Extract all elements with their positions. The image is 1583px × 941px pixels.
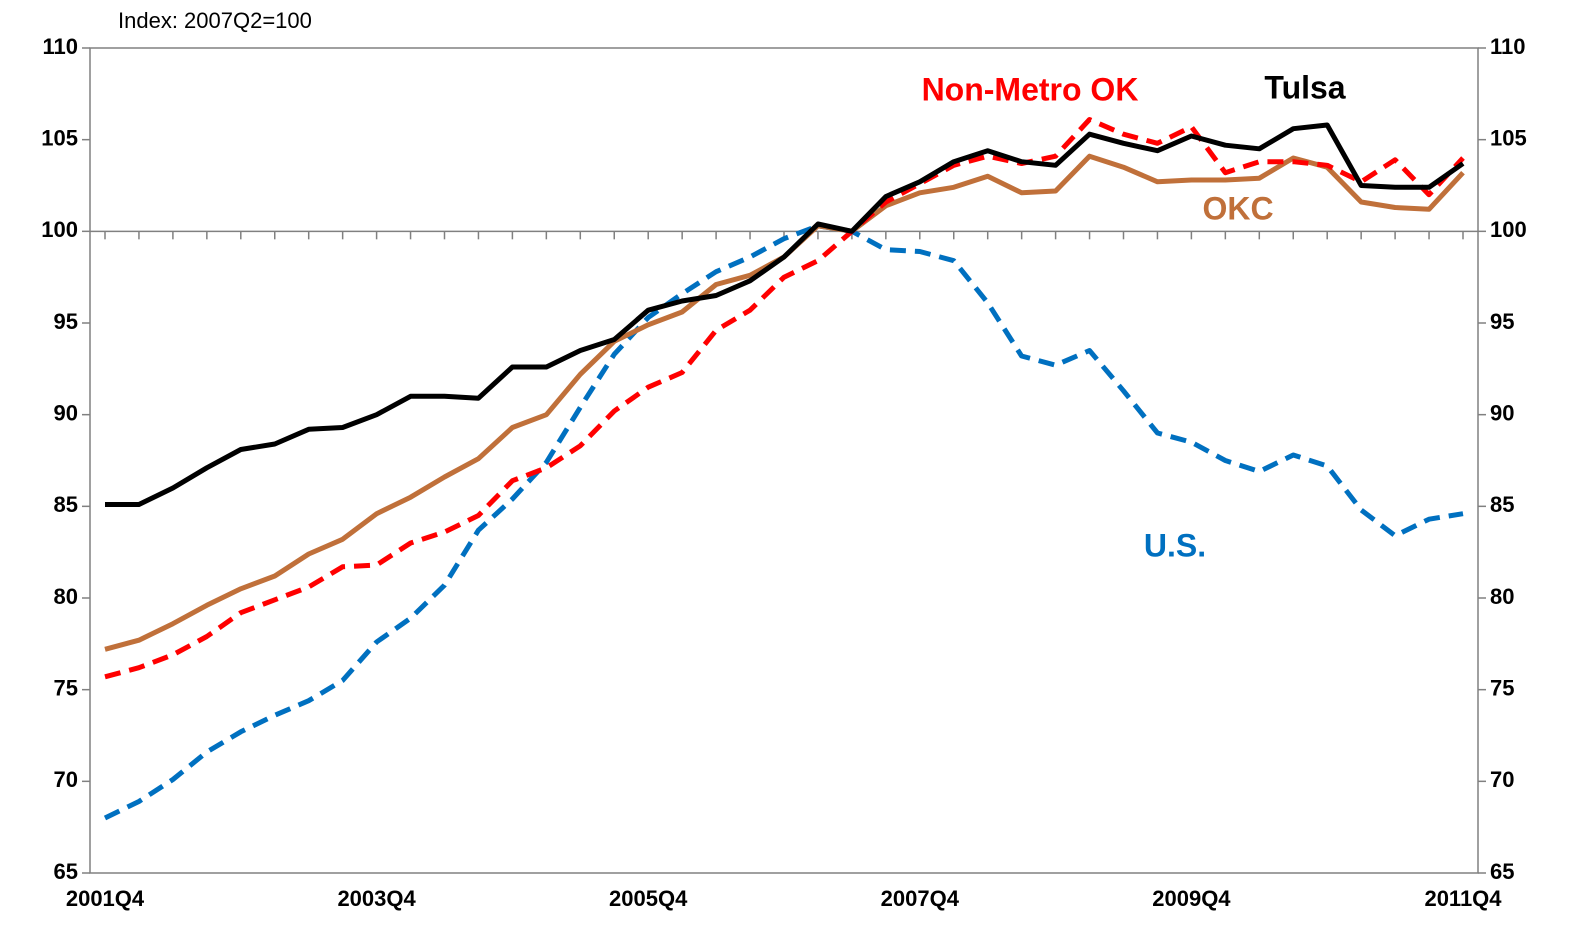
y-tick-label: 75 bbox=[54, 675, 78, 700]
y-tick-label: 80 bbox=[54, 584, 78, 609]
y2-tick-label: 100 bbox=[1490, 217, 1527, 242]
x-tick-label: 2009Q4 bbox=[1152, 886, 1231, 911]
y2-tick-label: 70 bbox=[1490, 767, 1514, 792]
y2-tick-label: 105 bbox=[1490, 125, 1527, 150]
series-label: Non-Metro OK bbox=[922, 71, 1139, 107]
y-tick-label: 110 bbox=[43, 34, 79, 59]
y-tick-label: 70 bbox=[54, 767, 78, 792]
y-tick-label: 100 bbox=[41, 217, 78, 242]
x-tick-label: 2005Q4 bbox=[609, 886, 688, 911]
chart-subtitle: Index: 2007Q2=100 bbox=[118, 8, 312, 33]
x-tick-label: 2007Q4 bbox=[881, 886, 960, 911]
x-tick-label: 2003Q4 bbox=[337, 886, 416, 911]
series-line bbox=[104, 117, 1465, 680]
y-tick-label: 95 bbox=[54, 309, 78, 334]
y2-tick-label: 95 bbox=[1490, 309, 1514, 334]
y-tick-label: 65 bbox=[54, 859, 78, 884]
series-line bbox=[105, 122, 1465, 507]
series-line bbox=[103, 223, 1464, 821]
series-label: Tulsa bbox=[1264, 69, 1345, 105]
y2-tick-label: 110 bbox=[1490, 34, 1526, 59]
y-tick-label: 105 bbox=[41, 125, 78, 150]
plot-frame bbox=[89, 47, 1479, 874]
x-tick-label: 2011Q4 bbox=[1424, 886, 1502, 911]
series-label: OKC bbox=[1202, 190, 1273, 226]
y2-tick-label: 90 bbox=[1490, 400, 1514, 425]
y-tick-label: 85 bbox=[54, 492, 78, 517]
y2-tick-label: 65 bbox=[1490, 859, 1514, 884]
series-label: U.S. bbox=[1144, 527, 1206, 563]
y2-tick-label: 75 bbox=[1490, 675, 1514, 700]
x-tick-label: 2001Q4 bbox=[66, 886, 145, 911]
y-tick-label: 90 bbox=[54, 400, 78, 425]
y2-tick-label: 85 bbox=[1490, 492, 1514, 517]
y2-tick-label: 80 bbox=[1490, 584, 1514, 609]
